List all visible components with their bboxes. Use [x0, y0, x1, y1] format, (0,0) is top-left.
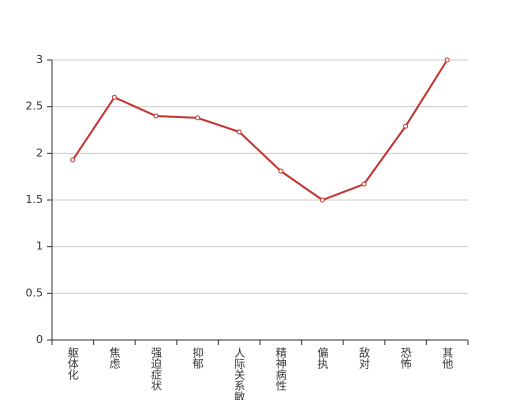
x-tick-label: 恐怖 [399, 347, 412, 369]
point [403, 123, 409, 129]
x-tick-label: 强迫症状 [150, 347, 163, 391]
point [70, 157, 76, 163]
y-tick-label: 3 [36, 53, 43, 66]
point [236, 129, 242, 135]
point [111, 94, 117, 100]
x-tick-label: 其他 [441, 347, 454, 369]
y-tick-label: 1 [36, 240, 43, 253]
point [195, 115, 201, 121]
point [444, 57, 450, 63]
x-tick-label: 人际关系敏感 [233, 347, 246, 400]
y-tick-label: 0.5 [26, 286, 44, 299]
point [361, 181, 367, 187]
point [153, 113, 159, 119]
x-tick-label: 敌对 [358, 346, 371, 369]
x-tick-label: 躯体化 [66, 347, 79, 381]
line [71, 59, 449, 202]
point [319, 197, 325, 203]
x-tick-label: 精神病性 [274, 347, 287, 392]
point [278, 168, 284, 174]
x-tick-label: 偏执 [316, 346, 329, 370]
y-tick-label: 1.5 [26, 193, 44, 206]
y-tick-label: 0 [36, 333, 43, 346]
y-tick-label: 2 [36, 146, 43, 159]
x-tick-label: 焦虑 [108, 347, 121, 369]
x-tick-label: 抑郁 [191, 346, 204, 369]
y-tick-label: 2.5 [26, 100, 44, 113]
